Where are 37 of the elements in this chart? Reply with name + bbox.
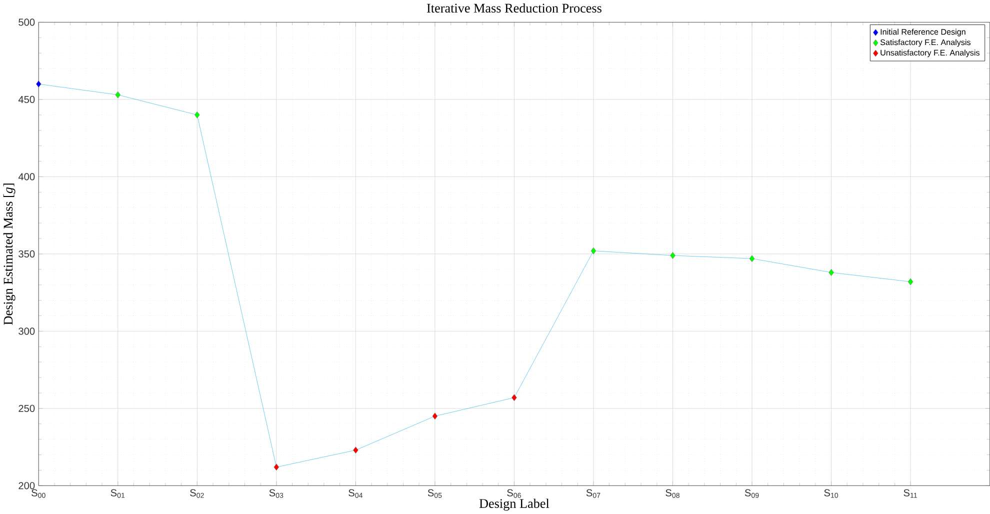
point	[194, 112, 200, 118]
y-tick-label: 200	[18, 482, 35, 490]
x-tick-label: S$_{05}$	[428, 489, 442, 498]
x-tick-label: S$_{01}$	[110, 489, 125, 498]
x-tick-label: S$_{03}$	[269, 489, 284, 498]
x-tick-label: S$_{02}$	[190, 489, 204, 498]
point	[908, 278, 914, 286]
x-tick-label: S$_{08}$	[666, 489, 680, 498]
point	[590, 247, 596, 254]
point	[115, 91, 120, 98]
y-tick-label: 500	[18, 18, 35, 26]
x-tick-label: S$_{06}$	[507, 489, 521, 498]
x-tick-label: S$_{11}$	[904, 489, 917, 498]
y-tick-label: 400	[18, 173, 35, 180]
legend-label: Initial Reference Design	[880, 28, 966, 36]
point	[828, 269, 834, 276]
x-tick-label: S$_{10}$	[824, 489, 838, 498]
point	[749, 255, 755, 262]
point	[670, 252, 676, 259]
y-tick-label: 350	[18, 250, 35, 258]
y-tick-label: 300	[18, 328, 35, 335]
x-axis-title: Design Label	[479, 498, 550, 511]
y-tick-label: 250	[18, 404, 35, 412]
legend-label: Unsatisfactory F.E. Analysis	[880, 50, 980, 58]
x-tick-label: S$_{04}$	[348, 489, 363, 498]
point	[36, 80, 42, 88]
point	[353, 446, 358, 454]
point	[512, 394, 517, 401]
point	[432, 412, 438, 420]
legend-label: Satisfactory F.E. Analysis	[880, 39, 971, 47]
chart-title: Iterative Mass Reduction Process	[426, 3, 602, 13]
y-tick-label: 450	[18, 96, 35, 104]
x-tick-label: S$_{00}$	[32, 489, 46, 498]
x-tick-label: S$_{09}$	[744, 489, 759, 498]
y-axis-title: Design Estimated Mass [g]	[3, 184, 16, 325]
point	[274, 464, 280, 471]
x-tick-label: S$_{07}$	[586, 489, 600, 498]
